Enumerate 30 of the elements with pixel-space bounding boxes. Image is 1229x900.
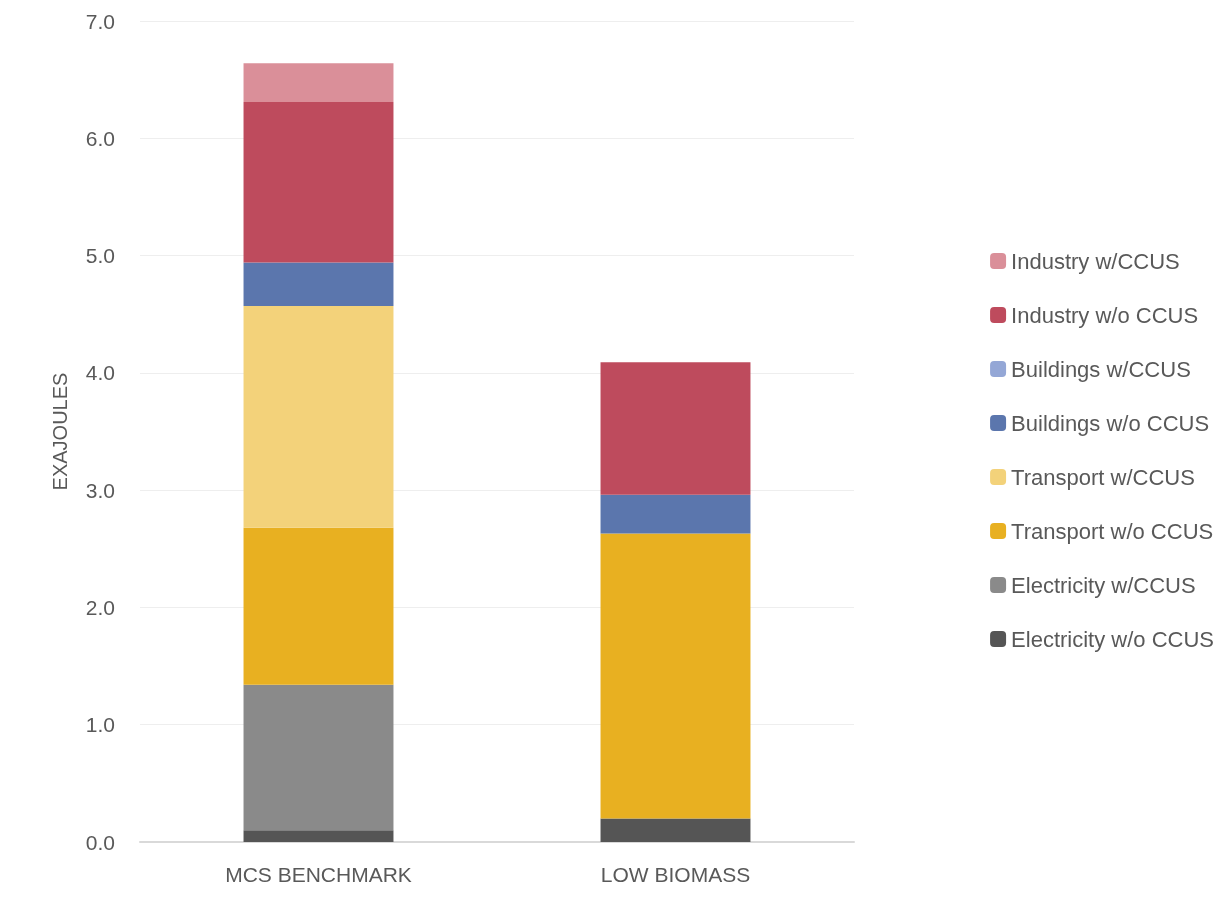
legend-label: Industry w/CCUS xyxy=(1011,248,1180,274)
y-axis-title: EXAJOULES xyxy=(49,372,71,491)
bar xyxy=(600,494,751,534)
x-tick-label: LOW BIOMASS xyxy=(600,863,751,886)
bar xyxy=(243,306,394,528)
y-tick-label: 2.0 xyxy=(85,595,115,619)
legend-label: Industry w/o CCUS xyxy=(1011,302,1199,328)
bar xyxy=(243,684,394,831)
bar xyxy=(243,527,394,685)
legend-label: Electricity w/o CCUS xyxy=(1011,626,1214,652)
legend-label: Transport w/o CCUS xyxy=(1011,518,1214,544)
y-tick-label: 3.0 xyxy=(85,478,115,502)
y-tick-label: 7.0 xyxy=(85,9,115,33)
y-tick-label: 4.0 xyxy=(85,361,115,385)
bar xyxy=(600,818,751,842)
legend-label: Electricity w/CCUS xyxy=(1011,572,1196,598)
legend-label: Buildings w/CCUS xyxy=(1011,356,1191,382)
legend-label: Buildings w/o CCUS xyxy=(1011,410,1210,436)
bar xyxy=(243,63,394,102)
legend-label: Transport w/CCUS xyxy=(1011,464,1195,490)
x-tick-label: MCS BENCHMARK xyxy=(225,863,412,886)
y-tick-label: 5.0 xyxy=(85,244,115,268)
bar xyxy=(600,533,751,819)
bar xyxy=(243,830,394,842)
y-tick-label: 0.0 xyxy=(85,830,115,854)
y-tick-label: 1.0 xyxy=(85,713,115,737)
y-tick-label: 6.0 xyxy=(85,126,115,150)
bar xyxy=(600,362,751,495)
bar xyxy=(243,262,394,306)
bar xyxy=(243,101,394,263)
